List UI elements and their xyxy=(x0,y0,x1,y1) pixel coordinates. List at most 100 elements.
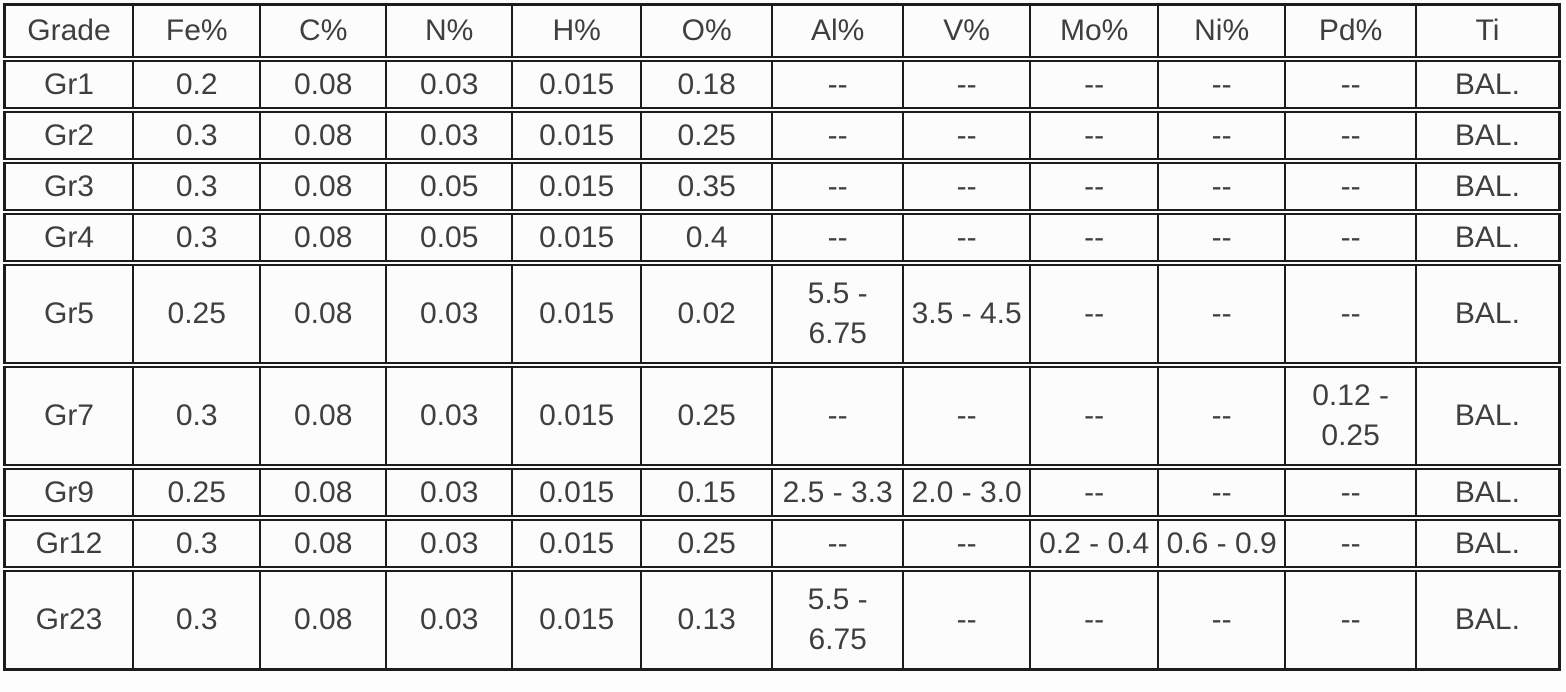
table-cell: 0.3 xyxy=(131,362,262,470)
table-cell: 0.08 xyxy=(259,158,387,215)
table-cell: 0.2 xyxy=(131,56,262,113)
row-grade-label: Gr12 xyxy=(2,515,134,572)
column-header: Al% xyxy=(771,3,904,62)
table-cell: 0.08 xyxy=(259,515,387,572)
table-cell: -- xyxy=(1029,107,1159,164)
table-cell: -- xyxy=(1156,362,1287,470)
table-cell: 0.08 xyxy=(259,260,387,368)
table-cell: 0.08 xyxy=(259,566,387,671)
table-cell: -- xyxy=(901,56,1032,113)
column-header: Pd% xyxy=(1284,3,1417,62)
table-cell: -- xyxy=(901,362,1032,470)
column-header: Ni% xyxy=(1156,3,1287,62)
table-cell: -- xyxy=(771,515,904,572)
table-cell: 0.08 xyxy=(259,107,387,164)
table-cell: -- xyxy=(901,158,1032,215)
table-cell: 0.015 xyxy=(511,158,642,215)
table-cell: 0.4 xyxy=(639,209,774,266)
table-cell: -- xyxy=(1284,515,1417,572)
row-grade-label: Gr4 xyxy=(2,209,134,266)
row-grade-label: Gr5 xyxy=(2,260,134,368)
column-header: V% xyxy=(901,3,1032,62)
table-cell: 0.015 xyxy=(511,515,642,572)
table-cell: 0.03 xyxy=(384,107,514,164)
table-cell: 0.015 xyxy=(511,362,642,470)
table-cell: 0.25 xyxy=(639,107,774,164)
table-cell: -- xyxy=(1284,209,1417,266)
table-row: Gr2 0.3 0.08 0.03 0.015 0.25 -- -- -- -- -- BAL. xyxy=(2,107,1561,164)
table-row: Gr3 0.3 0.08 0.05 0.015 0.35 -- -- -- -- -- BAL. xyxy=(2,158,1561,215)
table-cell: -- xyxy=(1284,464,1417,521)
table-cell: 0.08 xyxy=(259,209,387,266)
table-cell: BAL. xyxy=(1414,158,1561,215)
table-cell: -- xyxy=(771,362,904,470)
column-header: Ti xyxy=(1414,3,1561,62)
table-cell: -- xyxy=(1156,209,1287,266)
table-body: Gr1 0.2 0.08 0.03 0.015 0.18 -- -- -- -- -- BAL. Gr2… xyxy=(2,56,1561,671)
table-cell: BAL. xyxy=(1414,464,1561,521)
table-cell: BAL. xyxy=(1414,260,1561,368)
table-cell: -- xyxy=(771,107,904,164)
table-cell: 0.13 xyxy=(639,566,774,671)
table-cell: 0.08 xyxy=(259,362,387,470)
column-header: H% xyxy=(511,3,642,62)
table-cell: -- xyxy=(901,515,1032,572)
table-cell: -- xyxy=(901,209,1032,266)
table-cell: -- xyxy=(1156,566,1287,671)
table-cell: -- xyxy=(1029,566,1159,671)
column-header: O% xyxy=(639,3,774,62)
table-cell: -- xyxy=(1156,158,1287,215)
table-cell: -- xyxy=(771,209,904,266)
table-cell: 0.3 xyxy=(131,515,262,572)
table-row: Gr5 0.25 0.08 0.03 0.015 0.02 5.5 - 6.75 3.5 - … xyxy=(2,260,1561,368)
table-cell: BAL. xyxy=(1414,566,1561,671)
column-header: N% xyxy=(384,3,514,62)
table-cell: -- xyxy=(1156,56,1287,113)
table-cell: 0.015 xyxy=(511,260,642,368)
table-cell: 2.5 - 3.3 xyxy=(771,464,904,521)
table-cell: 0.08 xyxy=(259,56,387,113)
table-cell: -- xyxy=(1156,464,1287,521)
table-cell: -- xyxy=(1284,260,1417,368)
table-row: Gr9 0.25 0.08 0.03 0.015 0.15 2.5 - 3.3 2.0 - 3… xyxy=(2,464,1561,521)
table-cell: 0.015 xyxy=(511,56,642,113)
table-cell: -- xyxy=(1029,260,1159,368)
table-cell: -- xyxy=(1156,107,1287,164)
table-cell: 0.015 xyxy=(511,464,642,521)
header-row: Grade Fe% C% N% H% O% Al% V% Mo% Ni% Pd% Ti xyxy=(2,3,1561,62)
table-cell: 0.015 xyxy=(511,107,642,164)
table-cell: 0.02 xyxy=(639,260,774,368)
column-header: C% xyxy=(259,3,387,62)
column-header: Grade xyxy=(2,3,134,62)
table-row: Gr1 0.2 0.08 0.03 0.015 0.18 -- -- -- -- -- BAL. xyxy=(2,56,1561,113)
table-cell: 0.03 xyxy=(384,464,514,521)
table-cell: 0.08 xyxy=(259,464,387,521)
table-cell: 0.12 - 0.25 xyxy=(1284,362,1417,470)
table-cell: 0.6 - 0.9 xyxy=(1156,515,1287,572)
table-cell: 0.3 xyxy=(131,209,262,266)
table-row: Gr4 0.3 0.08 0.05 0.015 0.4 -- -- -- -- -- BAL. xyxy=(2,209,1561,266)
table-cell: 0.3 xyxy=(131,107,262,164)
row-grade-label: Gr23 xyxy=(2,566,134,671)
table-cell: 0.03 xyxy=(384,260,514,368)
table-cell: 0.015 xyxy=(511,566,642,671)
table-cell: -- xyxy=(1029,464,1159,521)
column-header: Fe% xyxy=(131,3,262,62)
table-cell: -- xyxy=(1029,56,1159,113)
table-row: Gr23 0.3 0.08 0.03 0.015 0.13 5.5 - 6.75 -- -- --… xyxy=(2,566,1561,671)
titanium-grades-composition-table: Grade Fe% C% N% H% O% Al% V% Mo% Ni% Pd% Ti Gr1 0.2 0… xyxy=(2,3,1561,671)
table-cell: 0.03 xyxy=(384,566,514,671)
table-cell: BAL. xyxy=(1414,209,1561,266)
table-cell: 0.03 xyxy=(384,56,514,113)
table-cell: 0.03 xyxy=(384,362,514,470)
table-cell: 0.015 xyxy=(511,209,642,266)
table-cell: -- xyxy=(901,566,1032,671)
table-cell: -- xyxy=(1284,56,1417,113)
table-row: Gr12 0.3 0.08 0.03 0.015 0.25 -- -- 0.2 - 0.4 0.6… xyxy=(2,515,1561,572)
table-cell: -- xyxy=(1284,158,1417,215)
table-cell: 3.5 - 4.5 xyxy=(901,260,1032,368)
table-row: Gr7 0.3 0.08 0.03 0.015 0.25 -- -- -- -- 0.12 - 0.… xyxy=(2,362,1561,470)
table-cell: 0.3 xyxy=(131,566,262,671)
column-header: Mo% xyxy=(1029,3,1159,62)
table-cell: 0.2 - 0.4 xyxy=(1029,515,1159,572)
